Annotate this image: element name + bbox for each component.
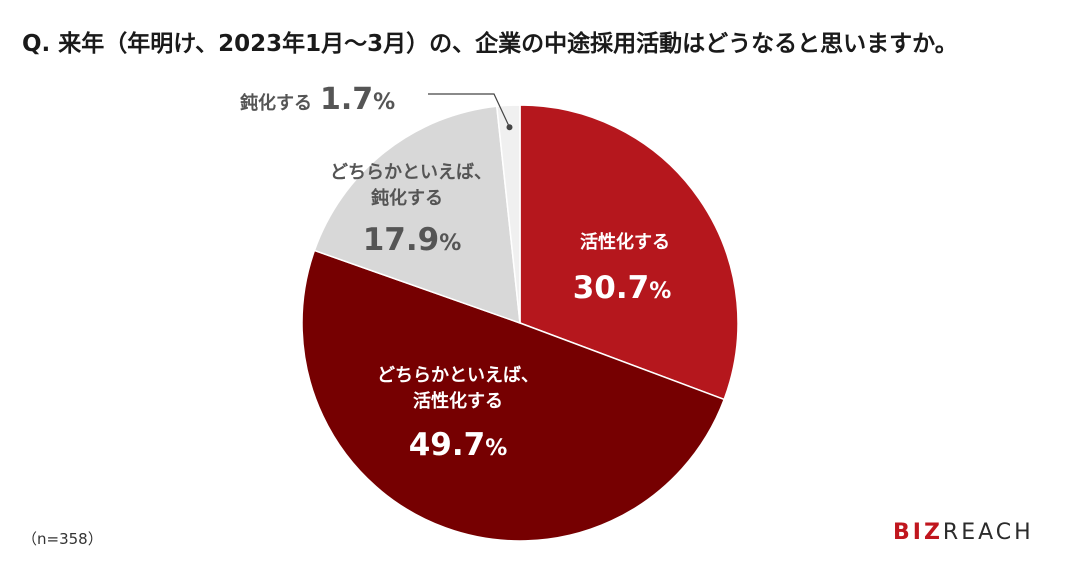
slice-somewhat-slow: [313, 105, 521, 325]
logo-part-reach: REACH: [942, 520, 1034, 545]
bizreach-logo: BIZREACH: [893, 520, 1034, 545]
chart-title: Q. 来年（年明け、2023年1月～3月）の、企業の中途採用活動はどうなると思い…: [22, 31, 958, 57]
leader-dot: [506, 124, 513, 131]
sample-size-note: （n=358）: [22, 530, 103, 548]
slice-label-slow: 鈍化する 1.7%: [240, 82, 395, 117]
slice-label-somewhat-slow-line2: 鈍化する: [371, 187, 443, 209]
slice-activate: [519, 104, 739, 401]
slice-label-somewhat-activate-line1: どちらかといえば、: [377, 365, 539, 386]
leader-line: [428, 93, 511, 128]
slice-value-somewhat-activate: 49.7%: [409, 427, 508, 463]
leader-line-group: [428, 93, 513, 131]
slice-label-somewhat-activate-line2: 活性化する: [413, 390, 503, 412]
pie-slices: [301, 104, 739, 542]
slice-slow: [495, 104, 521, 324]
slice-value-activate: 30.7%: [573, 270, 672, 306]
slice-value-somewhat-slow: 17.9%: [363, 222, 462, 258]
slice-label-somewhat-slow-line1: どちらかといえば、: [330, 162, 492, 183]
slice-somewhat-activate: [301, 249, 726, 542]
logo-part-biz: BIZ: [893, 520, 943, 545]
slice-label-activate: 活性化する: [580, 231, 670, 253]
